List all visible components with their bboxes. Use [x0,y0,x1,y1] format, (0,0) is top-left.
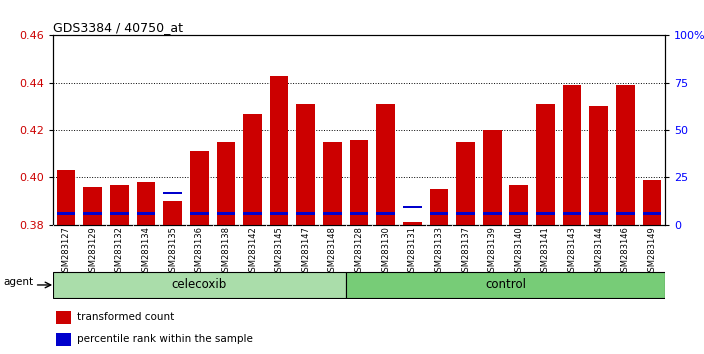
Bar [57,170,75,225]
Text: GSM283141: GSM283141 [541,226,550,277]
Text: GSM283137: GSM283137 [461,226,470,277]
Text: GSM283145: GSM283145 [275,226,284,277]
Bar [346,272,665,298]
Bar [137,182,156,225]
Text: celecoxib: celecoxib [172,279,227,291]
Bar [57,212,75,215]
Bar [110,212,129,215]
Bar [83,187,102,225]
Text: GSM283138: GSM283138 [221,226,230,277]
Bar [562,212,582,215]
Bar [243,212,262,215]
Text: percentile rank within the sample: percentile rank within the sample [77,335,253,344]
Bar [429,212,448,215]
Bar [217,142,235,225]
Bar [643,212,661,215]
Bar [643,180,661,225]
Text: GSM283133: GSM283133 [434,226,444,277]
Bar [163,192,182,194]
Bar [377,212,395,215]
Bar [350,139,368,225]
Text: GDS3384 / 40750_at: GDS3384 / 40750_at [53,21,183,34]
Text: transformed count: transformed count [77,312,175,322]
Text: GSM283140: GSM283140 [515,226,523,277]
Bar [510,212,528,215]
Bar [536,212,555,215]
Text: GSM283130: GSM283130 [381,226,390,277]
Bar [323,142,341,225]
Bar [56,311,71,324]
Bar [190,212,208,215]
Text: GSM283134: GSM283134 [142,226,151,277]
Bar [403,206,422,208]
Text: GSM283127: GSM283127 [62,226,70,277]
Text: GSM283147: GSM283147 [301,226,310,277]
Bar [350,212,368,215]
Bar [589,107,608,225]
Text: GSM283139: GSM283139 [488,226,497,277]
Bar [83,212,102,215]
Text: GSM283135: GSM283135 [168,226,177,277]
Bar [270,212,289,215]
Bar [483,130,501,225]
Bar [296,104,315,225]
Bar [562,85,582,225]
Bar [243,114,262,225]
Text: GSM283131: GSM283131 [408,226,417,277]
Text: GSM283128: GSM283128 [355,226,363,277]
Bar [403,222,422,225]
Bar [456,212,475,215]
Bar [510,184,528,225]
Bar [377,104,395,225]
Text: GSM283142: GSM283142 [248,226,257,277]
Text: GSM283148: GSM283148 [328,226,337,277]
Bar [589,212,608,215]
Bar [616,85,635,225]
Bar [190,152,208,225]
Text: GSM283143: GSM283143 [567,226,577,277]
Bar [163,201,182,225]
Text: GSM283144: GSM283144 [594,226,603,277]
Text: GSM283146: GSM283146 [621,226,630,277]
Text: agent: agent [3,276,33,287]
Bar [483,212,501,215]
Bar [456,142,475,225]
Bar [270,76,289,225]
Text: GSM283129: GSM283129 [88,226,97,277]
Text: GSM283132: GSM283132 [115,226,124,277]
Bar [56,333,71,346]
Bar [217,212,235,215]
Bar [616,212,635,215]
Bar [536,104,555,225]
Bar [53,272,346,298]
Text: GSM283149: GSM283149 [648,226,656,277]
Bar [110,184,129,225]
Bar [429,189,448,225]
Bar [323,212,341,215]
Text: control: control [485,279,526,291]
Bar [296,212,315,215]
Text: GSM283136: GSM283136 [195,226,203,277]
Bar [137,212,156,215]
